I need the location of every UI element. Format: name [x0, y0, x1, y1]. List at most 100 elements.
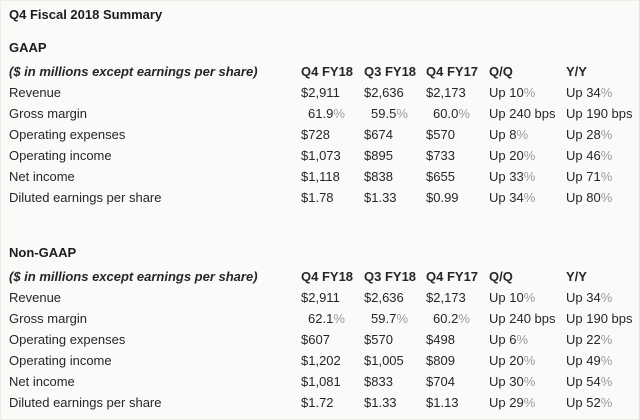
value-cell: $1,073 — [301, 148, 341, 163]
row-label: Operating income — [9, 148, 112, 163]
value-cell: 62.1% — [308, 311, 345, 326]
table-row: Net income $1,118 $838 $655 Up 33% Up 71% — [9, 166, 639, 187]
value-cell: Up 190 bps — [566, 311, 633, 326]
row-label: Operating expenses — [9, 127, 126, 142]
section-title: Non-GAAP — [9, 245, 77, 260]
value-cell: Up 6% — [489, 332, 529, 347]
percent-sign: % — [600, 374, 613, 389]
summary-table: ($ in millions except earnings per share… — [9, 266, 639, 413]
value-cell: 61.9% — [308, 106, 345, 121]
percent-sign: % — [523, 353, 536, 368]
value-cell: Up 34% — [489, 190, 536, 205]
value-cell: $895 — [364, 148, 393, 163]
table-row: Operating expenses $728 $674 $570 Up 8% Up 28… — [9, 124, 639, 145]
value-cell: $674 — [364, 127, 393, 142]
column-header: Q4 FY18 — [301, 269, 354, 284]
table-row: Gross margin 62.1% 59.7% 60.2% Up 240 bps Up … — [9, 308, 639, 329]
value-cell: $1.33 — [364, 395, 397, 410]
value-cell: $1,202 — [301, 353, 341, 368]
percent-sign: % — [600, 395, 613, 410]
percent-sign: % — [396, 106, 408, 121]
value-cell: Up 240 bps — [489, 106, 556, 121]
table-header-row: ($ in millions except earnings per share… — [9, 266, 639, 287]
column-header: Q4 FY17 — [426, 269, 479, 284]
value-cell: $838 — [364, 169, 393, 184]
row-label: Operating income — [9, 353, 112, 368]
value-cell: $570 — [426, 127, 455, 142]
percent-sign: % — [600, 353, 613, 368]
column-header: Q3 FY18 — [364, 64, 417, 79]
row-label: Operating expenses — [9, 332, 126, 347]
table-row: Net income $1,081 $833 $704 Up 30% Up 54% — [9, 371, 639, 392]
percent-sign: % — [523, 290, 536, 305]
percent-sign: % — [600, 332, 613, 347]
table-row: Operating income $1,073 $895 $733 Up 20% Up 4… — [9, 145, 639, 166]
percent-sign: % — [516, 332, 529, 347]
value-cell: Up 8% — [489, 127, 529, 142]
units-note: ($ in millions except earnings per share… — [9, 64, 258, 79]
value-cell: $733 — [426, 148, 455, 163]
value-cell: Up 10% — [489, 85, 536, 100]
column-header: Q4 FY18 — [301, 64, 354, 79]
value-cell: $570 — [364, 332, 393, 347]
value-cell: $704 — [426, 374, 455, 389]
percent-sign: % — [458, 106, 470, 121]
column-header: Y/Y — [566, 269, 587, 284]
value-cell: $498 — [426, 332, 455, 347]
value-cell: $1,118 — [301, 169, 340, 184]
section-non-gaap: Non-GAAP ($ in millions except earnings p… — [9, 246, 639, 413]
page-title: Q4 Fiscal 2018 Summary — [9, 7, 163, 22]
value-cell: 59.7% — [371, 311, 408, 326]
percent-sign: % — [333, 311, 345, 326]
summary-table: ($ in millions except earnings per share… — [9, 61, 639, 208]
units-note: ($ in millions except earnings per share… — [9, 269, 258, 284]
table-row: Revenue $2,911 $2,636 $2,173 Up 10% Up 34% — [9, 82, 639, 103]
value-cell: $1.13 — [426, 395, 459, 410]
value-cell: Up 28% — [566, 127, 613, 142]
row-label: Revenue — [9, 85, 62, 100]
value-cell: $1.78 — [301, 190, 334, 205]
column-header: Q/Q — [489, 269, 513, 284]
value-cell: Up 52% — [566, 395, 613, 410]
percent-sign: % — [600, 190, 613, 205]
percent-sign: % — [523, 169, 536, 184]
value-cell: $809 — [426, 353, 455, 368]
value-cell: Up 20% — [489, 148, 536, 163]
value-cell: Up 240 bps — [489, 311, 556, 326]
row-label: Revenue — [9, 290, 62, 305]
percent-sign: % — [523, 395, 536, 410]
value-cell: 60.0% — [433, 106, 470, 121]
value-cell: $833 — [364, 374, 393, 389]
percent-sign: % — [523, 190, 536, 205]
value-cell: $2,636 — [364, 85, 404, 100]
percent-sign: % — [600, 290, 613, 305]
value-cell: $607 — [301, 332, 330, 347]
value-cell: Up 10% — [489, 290, 536, 305]
percent-sign: % — [333, 106, 345, 121]
row-label: Net income — [9, 374, 75, 389]
table-header-row: ($ in millions except earnings per share… — [9, 61, 639, 82]
table-row: Diluted earnings per share $1.78 $1.33 $0.9… — [9, 187, 639, 208]
value-cell: $1.72 — [301, 395, 334, 410]
table-row: Gross margin 61.9% 59.5% 60.0% Up 240 bps Up … — [9, 103, 639, 124]
value-cell: $2,173 — [426, 290, 466, 305]
summary-sections: GAAP ($ in millions except earnings per s… — [9, 41, 639, 413]
value-cell: Up 190 bps — [566, 106, 633, 121]
value-cell: Up 20% — [489, 353, 536, 368]
value-cell: 59.5% — [371, 106, 408, 121]
value-cell: Up 71% — [566, 169, 613, 184]
percent-sign: % — [458, 311, 470, 326]
value-cell: Up 29% — [489, 395, 536, 410]
column-header: Q/Q — [489, 64, 513, 79]
value-cell: Up 46% — [566, 148, 613, 163]
value-cell: Up 34% — [566, 85, 613, 100]
column-header: Q3 FY18 — [364, 269, 417, 284]
table-row: Diluted earnings per share $1.72 $1.33 $1.1… — [9, 392, 639, 413]
percent-sign: % — [523, 148, 536, 163]
percent-sign: % — [523, 374, 536, 389]
section-gaap: GAAP ($ in millions except earnings per s… — [9, 41, 639, 208]
percent-sign: % — [396, 311, 408, 326]
value-cell: $1,005 — [364, 353, 404, 368]
section-title: GAAP — [9, 40, 47, 55]
